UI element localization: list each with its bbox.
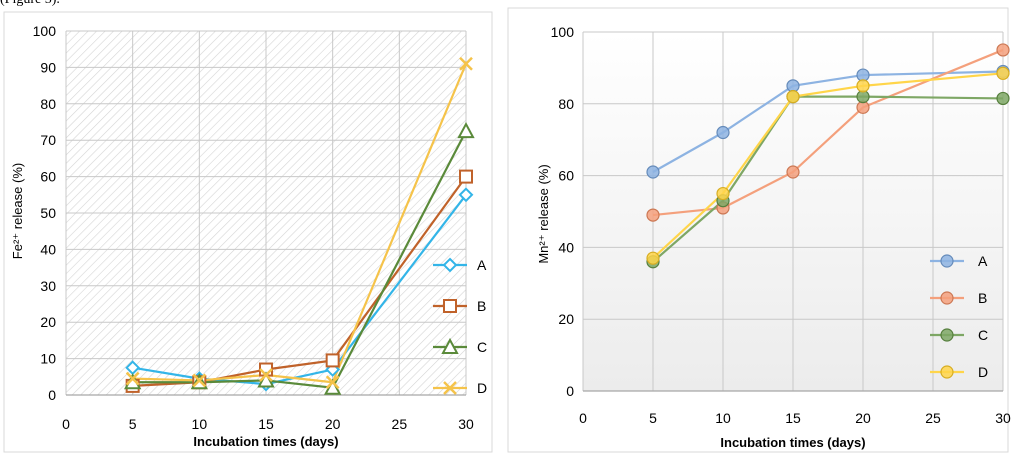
fe-y-tick-label: 0 bbox=[48, 387, 56, 403]
mn-series-c-point bbox=[996, 91, 1010, 106]
fe-y-tick-label: 90 bbox=[40, 59, 56, 75]
mn-legend-label: A bbox=[978, 253, 988, 269]
mn-legend-entry-d: D bbox=[930, 364, 988, 380]
fe-y-tick-label: 80 bbox=[40, 96, 56, 112]
fe-series-d-point bbox=[192, 373, 207, 388]
fe-legend-entry-b: B bbox=[433, 298, 486, 314]
fe-series-b-point bbox=[325, 353, 340, 368]
mn-x-tick-label: 20 bbox=[855, 410, 871, 426]
mn-series-d-point bbox=[786, 90, 800, 104]
mn-x-tick-label: 5 bbox=[649, 410, 657, 426]
fe-x-tick-label: 10 bbox=[192, 416, 208, 432]
fe-y-tick-label: 50 bbox=[40, 205, 56, 221]
mn-x-tick-label: 0 bbox=[579, 410, 587, 426]
fe-series-b-point bbox=[459, 169, 473, 184]
fe-x-tick-label: 15 bbox=[258, 416, 274, 432]
fe-legend-label: C bbox=[477, 339, 487, 355]
mn-series-a-point bbox=[716, 125, 730, 140]
mn-legend-label: D bbox=[978, 364, 988, 380]
fe-y-tick-label: 20 bbox=[40, 314, 56, 330]
fe-series-d-point bbox=[259, 368, 273, 382]
mn-series-d-point bbox=[856, 79, 870, 93]
fe-series-d-point bbox=[125, 371, 140, 386]
mn-y-tick-label: 40 bbox=[558, 239, 574, 255]
mn-series-b-point bbox=[646, 208, 660, 222]
mn-legend-entry-c: C bbox=[930, 327, 988, 343]
fe-legend-entry-d: D bbox=[433, 380, 487, 396]
mn-y-tick-label: 0 bbox=[566, 383, 574, 399]
mn-series-d-point bbox=[646, 251, 660, 265]
mn-series-b-point bbox=[996, 43, 1010, 57]
mn-x-tick-label: 25 bbox=[925, 410, 941, 426]
fe-x-tick-label: 0 bbox=[62, 416, 70, 432]
fe-y-tick-label: 70 bbox=[40, 132, 56, 148]
mn-x-tick-label: 30 bbox=[995, 410, 1011, 426]
fe-series-a-point bbox=[458, 187, 474, 203]
mn-y-tick-label: 100 bbox=[551, 24, 575, 40]
fe-x-tick-label: 5 bbox=[129, 416, 137, 432]
fe-release-chart: 0 10 20 30 40 50 60 70 80 90 100 0 5 10 15 20 25 30 Incuba… bbox=[3, 11, 493, 453]
mn-series-a-point bbox=[646, 165, 660, 179]
caption-fragment: (Figure 5). bbox=[0, 0, 60, 8]
mn-series-b-point bbox=[786, 165, 800, 179]
mn-x-axis-label: Incubation times (days) bbox=[720, 435, 865, 450]
mn-legend-entry-a: A bbox=[930, 253, 988, 269]
fe-y-tick-label: 60 bbox=[40, 169, 56, 185]
fe-legend-label: B bbox=[477, 298, 486, 314]
mn-y-axis-label: Mn²⁺ release (%) bbox=[536, 164, 551, 263]
fe-series-c-point bbox=[457, 121, 475, 139]
fe-y-tick-label: 40 bbox=[40, 241, 56, 257]
fe-x-tick-label: 30 bbox=[458, 416, 474, 432]
mn-y-tick-label: 60 bbox=[558, 168, 574, 184]
mn-legend-entry-b: B bbox=[930, 290, 987, 306]
fe-y-tick-label: 10 bbox=[40, 351, 56, 367]
fe-y-tick-label: 30 bbox=[40, 278, 56, 294]
fe-x-tick-label: 25 bbox=[392, 416, 408, 432]
fe-series-d-point bbox=[459, 56, 473, 71]
fe-y-axis-label: Fe²⁺ release (%) bbox=[10, 163, 25, 259]
fe-legend-entry-a: A bbox=[433, 257, 487, 273]
fe-y-tick-label: 100 bbox=[33, 23, 57, 39]
fe-legend-label: D bbox=[477, 380, 487, 396]
fe-legend-entry-c: C bbox=[433, 337, 487, 355]
mn-x-tick-label: 15 bbox=[785, 410, 801, 426]
mn-release-chart: 0 20 40 60 80 100 0 5 10 15 20 25 30 Incubation times… bbox=[507, 7, 1011, 453]
mn-legend-label: B bbox=[978, 290, 987, 306]
fe-x-tick-label: 20 bbox=[325, 416, 341, 432]
mn-x-tick-label: 10 bbox=[715, 410, 731, 426]
mn-y-tick-label: 20 bbox=[558, 311, 574, 327]
mn-series-d-point bbox=[716, 186, 730, 201]
fe-series-d-point bbox=[325, 375, 340, 390]
mn-series-d-point bbox=[996, 66, 1010, 80]
mn-legend-label: C bbox=[978, 327, 988, 343]
fe-x-axis-label: Incubation times (days) bbox=[193, 434, 338, 449]
mn-y-tick-label: 80 bbox=[558, 96, 574, 112]
fe-legend-label: A bbox=[477, 257, 487, 273]
